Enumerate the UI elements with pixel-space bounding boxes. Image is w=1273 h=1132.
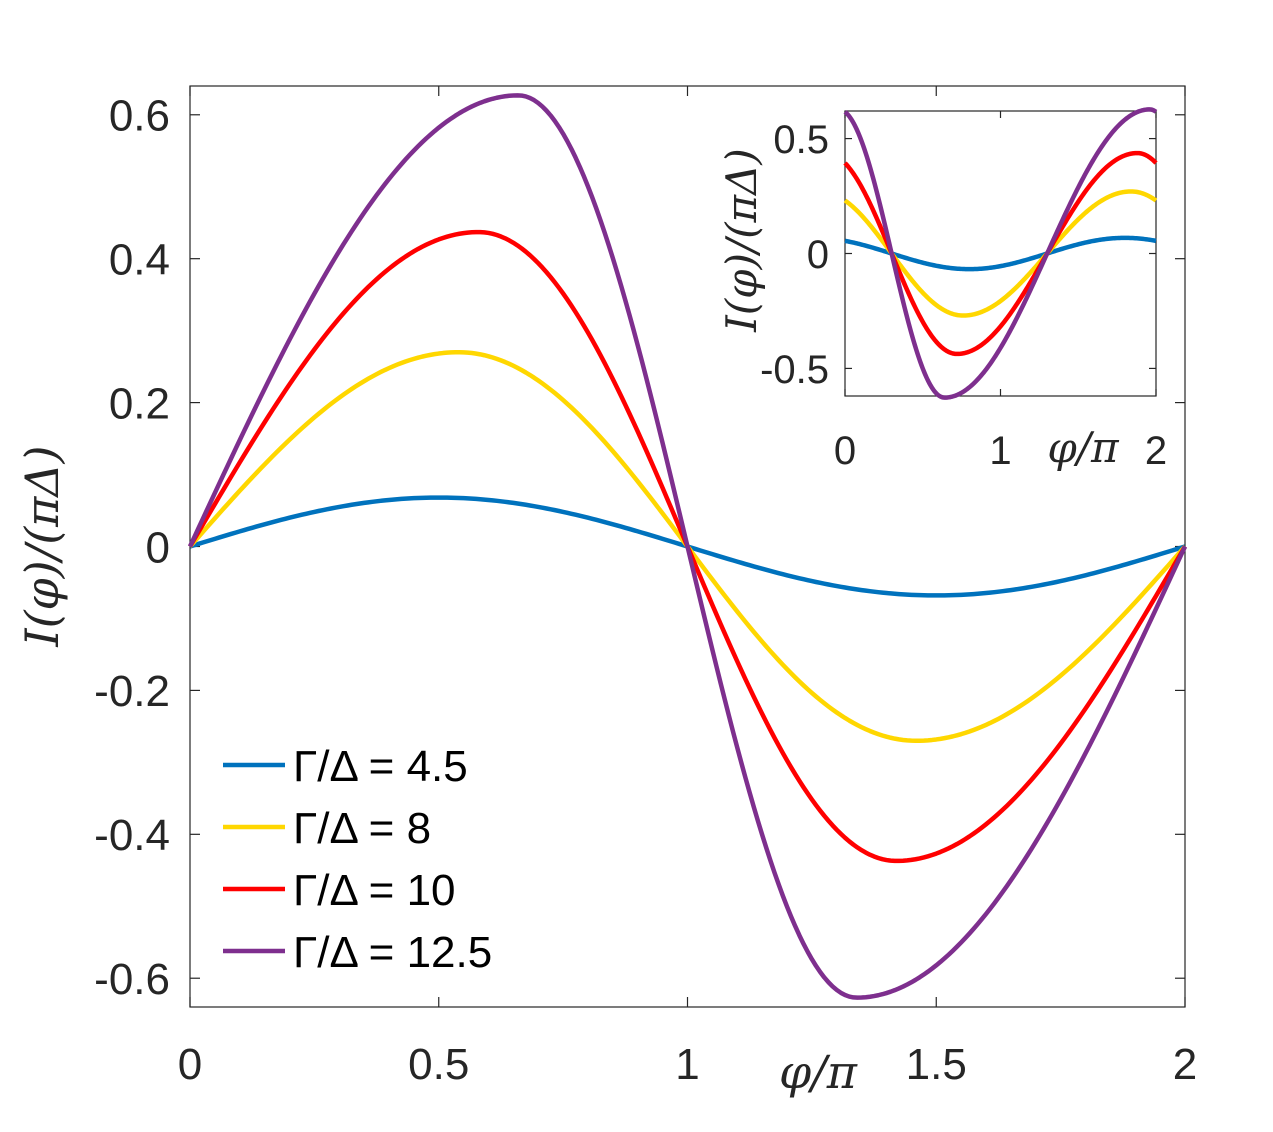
inset-x-tick-label: 0 bbox=[834, 429, 856, 473]
main-x-tick-label: 1 bbox=[675, 1040, 699, 1089]
main-x-axis-label: φ/π bbox=[779, 1045, 858, 1099]
legend-label-1: Γ/Δ = 8 bbox=[293, 804, 431, 853]
inset-x-tick-label: 1 bbox=[989, 429, 1011, 473]
inset-y-tick-label: -0.5 bbox=[760, 348, 829, 392]
main-y-tick-label: 0 bbox=[146, 523, 170, 572]
inset-x-tick-label: 2 bbox=[1145, 429, 1167, 473]
main-x-tick-label: 1.5 bbox=[906, 1040, 967, 1089]
main-y-tick-label: 0.4 bbox=[109, 236, 170, 285]
inset-y-axis-label: I(φ)/(πΔ) bbox=[717, 148, 766, 333]
legend-label-0: Γ/Δ = 4.5 bbox=[293, 742, 468, 791]
main-y-tick-label: 0.6 bbox=[109, 92, 170, 141]
main-x-tick-label: 0 bbox=[178, 1040, 202, 1089]
legend: Γ/Δ = 4.5 Γ/Δ = 8 Γ/Δ = 10 Γ/Δ = 12.5 bbox=[223, 742, 492, 977]
legend-label-3: Γ/Δ = 12.5 bbox=[293, 928, 492, 977]
main-x-tick-label: 0.5 bbox=[408, 1040, 469, 1089]
inset-plot: 0 1 2-0.500.5φ/πI(φ)/(πΔ) bbox=[717, 107, 1167, 473]
inset-series-line-3 bbox=[843, 107, 1158, 400]
main-y-tick-label: 0.2 bbox=[109, 379, 170, 428]
inset-y-tick-label: 0.5 bbox=[773, 118, 829, 162]
inset-series-line-0 bbox=[844, 235, 1157, 272]
main-x-tick-label: 2 bbox=[1173, 1040, 1197, 1089]
inset-y-tick-label: 0 bbox=[807, 233, 829, 277]
legend-label-2: Γ/Δ = 10 bbox=[293, 866, 456, 915]
main-y-tick-label: -0.4 bbox=[94, 811, 170, 860]
main-y-tick-label: -0.6 bbox=[94, 955, 170, 1004]
inset-x-axis-label: φ/π bbox=[1047, 423, 1120, 472]
main-series-line-3 bbox=[187, 93, 1188, 1000]
main-y-axis-label: I(φ)/(πΔ) bbox=[15, 445, 69, 647]
main-y-tick-label: -0.2 bbox=[94, 667, 170, 716]
